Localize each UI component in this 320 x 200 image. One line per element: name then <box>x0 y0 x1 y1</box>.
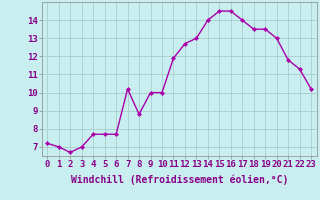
X-axis label: Windchill (Refroidissement éolien,°C): Windchill (Refroidissement éolien,°C) <box>70 175 288 185</box>
